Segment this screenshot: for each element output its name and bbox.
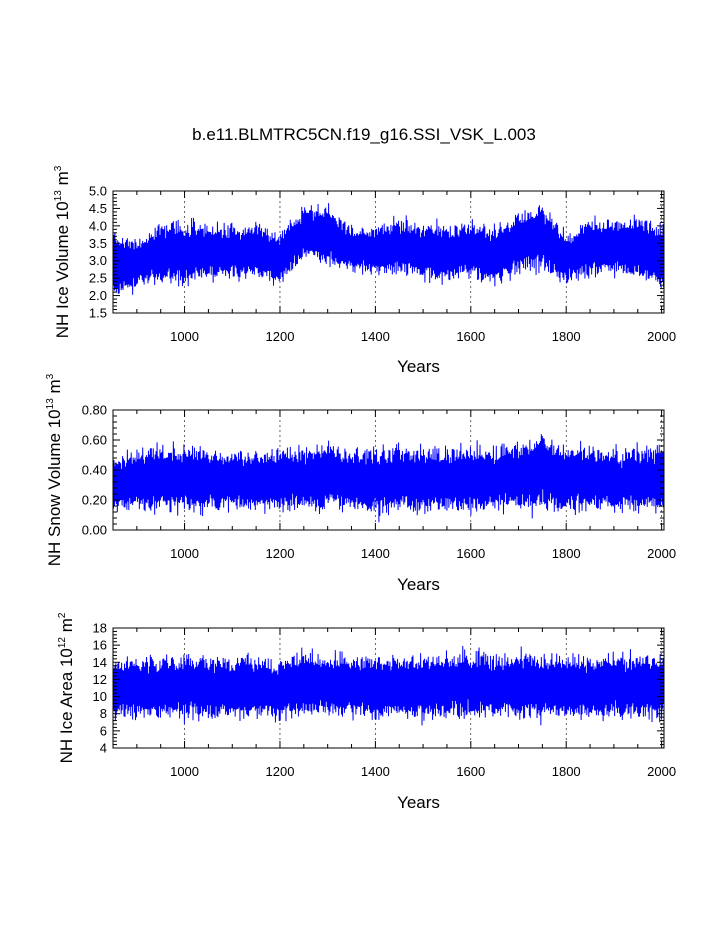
y-tick-label: 3.5 (89, 236, 107, 251)
y-axis-title-unit-exponent: 3 (53, 165, 64, 171)
y-tick-label: 8 (100, 706, 107, 721)
y-axis-title-exponent: 12 (57, 637, 68, 649)
y-tick-label: 4.5 (89, 201, 107, 216)
panel-ice-area: 1000 1200 1400 1600 1800 2000 4 6 8 10 12 14 16 18 Yea… (57, 612, 676, 812)
x-tick-label: 1800 (552, 329, 581, 344)
x-tick-label: 2000 (647, 546, 676, 561)
y-tick-label: 18 (93, 621, 107, 636)
y-tick-label: 16 (93, 638, 107, 653)
panel-ice-volume: 1000 1200 1400 1600 1800 2000 1.5 2.0 2.5 3.0 3.5 4… (53, 165, 676, 376)
y-tick-label: 4 (100, 741, 107, 756)
chart-title: b.e11.BLMTRC5CN.f19_g16.SSI_VSK_L.003 (192, 125, 536, 144)
y-axis-title-main: NH Snow Volume 10 (45, 409, 64, 566)
x-tick-label: 1600 (456, 329, 485, 344)
x-axis-title: Years (397, 793, 440, 812)
y-tick-label: 12 (93, 672, 107, 687)
x-tick-label: 1200 (266, 546, 295, 561)
x-tick-label: 2000 (647, 329, 676, 344)
x-tick-label: 1200 (266, 764, 295, 779)
x-tick-label: 1000 (170, 546, 199, 561)
x-tick-label: 1200 (266, 329, 295, 344)
series-line-snow-volume (112, 434, 665, 523)
x-tick-label: 1000 (170, 329, 199, 344)
x-axis-title: Years (397, 575, 440, 594)
y-axis-title-exponent: 13 (53, 190, 64, 202)
panel-snow-volume: 1000 1200 1400 1600 1800 2000 0.00 0.20 0.40 0.60… (45, 373, 676, 594)
y-tick-label: 2.5 (89, 271, 107, 286)
y-tick-label: 10 (93, 689, 107, 704)
y-tick-label: 1.5 (89, 306, 107, 321)
y-axis-title-unit: m (53, 171, 72, 190)
x-tick-label: 1800 (552, 546, 581, 561)
x-tick-label: 1800 (552, 764, 581, 779)
plot-frame (112, 627, 665, 749)
y-axis-title-exponent: 13 (45, 398, 56, 410)
plot-frame (112, 190, 665, 314)
y-tick-label: 0.40 (82, 463, 107, 478)
y-tick-label: 4.0 (89, 218, 107, 233)
y-axis-title-main: NH Ice Volume 10 (53, 201, 72, 338)
x-axis-title: Years (397, 357, 440, 376)
series-line-ice-area (112, 646, 665, 726)
y-tick-label: 3.0 (89, 253, 107, 268)
y-tick-label: 0.80 (82, 403, 107, 418)
y-axis-title-unit-exponent: 3 (45, 373, 56, 379)
x-tick-label: 1600 (456, 546, 485, 561)
x-tick-label: 1400 (361, 764, 390, 779)
y-tick-label: 2.0 (89, 288, 107, 303)
y-axis-title-unit-exponent: 2 (57, 612, 68, 618)
x-tick-label: 1400 (361, 329, 390, 344)
y-axis-title: NH Ice Volume 1013 m3 (53, 165, 72, 338)
y-axis-title-unit: m (45, 379, 64, 398)
y-tick-label: 0.00 (82, 523, 107, 538)
x-tick-label: 2000 (647, 764, 676, 779)
series-line-ice-volume (112, 203, 665, 295)
y-tick-label: 0.60 (82, 433, 107, 448)
y-tick-label: 0.20 (82, 493, 107, 508)
y-tick-label: 5.0 (89, 184, 107, 199)
x-tick-label: 1600 (456, 764, 485, 779)
y-axis-title: NH Snow Volume 1013 m3 (45, 373, 64, 566)
y-axis-title-main: NH Ice Area 10 (57, 648, 76, 763)
y-tick-label: 6 (100, 723, 107, 738)
y-axis-title-unit: m (57, 618, 76, 637)
x-tick-label: 1400 (361, 546, 390, 561)
x-tick-label: 1000 (170, 764, 199, 779)
y-axis-title: NH Ice Area 1012 m2 (57, 612, 76, 763)
y-tick-label: 14 (93, 655, 107, 670)
